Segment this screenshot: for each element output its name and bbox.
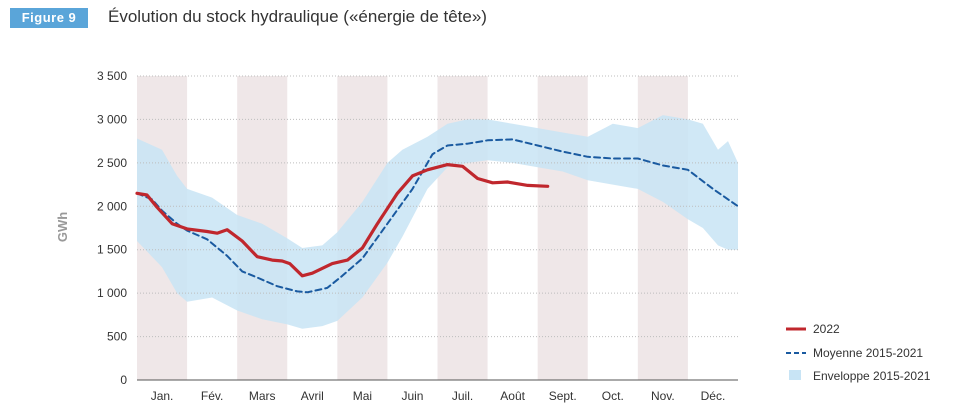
x-tick-label: Sept. bbox=[549, 389, 577, 403]
y-tick-label: 3 500 bbox=[97, 69, 127, 83]
x-tick-label: Juil. bbox=[452, 389, 473, 403]
legend-swatch-envelope bbox=[789, 370, 801, 380]
x-tick-label: Jan. bbox=[151, 389, 174, 403]
legend-label-envelope: Enveloppe 2015-2021 bbox=[813, 369, 931, 383]
y-axis-label: GWh bbox=[55, 212, 70, 242]
series-lines bbox=[135, 138, 739, 294]
y-tick-label: 1 000 bbox=[97, 286, 127, 300]
month-stripe-8 bbox=[537, 76, 588, 380]
legend-label-2022: 2022 bbox=[813, 322, 840, 336]
y-tick-label: 500 bbox=[107, 330, 127, 344]
envelope-area bbox=[137, 115, 738, 329]
y-tick-label: 3 000 bbox=[97, 112, 127, 126]
chart-title: Évolution du stock hydraulique («énergie… bbox=[108, 7, 487, 26]
x-tick-label: Juin bbox=[401, 389, 423, 403]
y-tick-labels: 0 500 1 000 1 500 2 000 2 500 3 000 3 500 bbox=[97, 69, 127, 387]
envelope-area-group bbox=[137, 115, 738, 329]
y-tick-label: 2 000 bbox=[97, 199, 127, 213]
series-line-moyenne bbox=[136, 138, 739, 294]
x-tick-label: Nov. bbox=[651, 389, 675, 403]
x-tick-label: Août bbox=[500, 389, 525, 403]
x-tick-labels: Jan. Fév. Mars Avril Mai Juin Juil. Août Sept. Oc… bbox=[151, 389, 726, 403]
y-tick-label: 2 500 bbox=[97, 156, 127, 170]
x-tick-label: Fév. bbox=[201, 389, 223, 403]
legend-label-moyenne: Moyenne 2015-2021 bbox=[813, 346, 923, 360]
x-tick-label: Mai bbox=[353, 389, 372, 403]
legend: 2022 Moyenne 2015-2021 Enveloppe 2015-20… bbox=[786, 322, 931, 383]
figure-badge: Figure 9 bbox=[10, 8, 88, 28]
y-tick-label: 0 bbox=[120, 373, 127, 387]
x-tick-label: Avril bbox=[301, 389, 324, 403]
x-tick-label: Oct. bbox=[602, 389, 624, 403]
x-tick-label: Déc. bbox=[701, 389, 726, 403]
series-line-2022 bbox=[135, 163, 550, 278]
grid-lines bbox=[137, 75, 738, 381]
y-tick-label: 1 500 bbox=[97, 243, 127, 257]
x-tick-label: Mars bbox=[249, 389, 276, 403]
